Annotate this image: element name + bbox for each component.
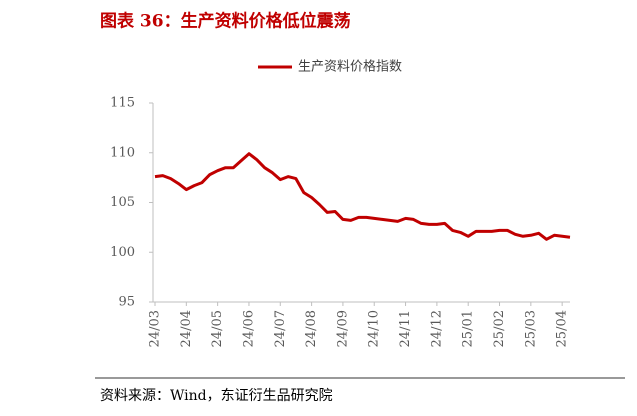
- y-tick-label: 100: [110, 245, 135, 260]
- x-tick-label: 25/04: [555, 310, 570, 347]
- source-note: 资料来源：Wind，东证衍生品研究院: [100, 388, 333, 404]
- x-tick-label: 24/05: [210, 310, 225, 347]
- y-tick-label: 95: [118, 295, 135, 310]
- y-tick-label: 115: [110, 96, 135, 111]
- y-tick-label: 105: [110, 195, 135, 210]
- x-tick-label: 25/01: [461, 310, 476, 347]
- x-tick-label: 25/03: [523, 310, 538, 347]
- legend-label: 生产资料价格指数: [298, 59, 402, 75]
- x-tick-label: 24/08: [304, 310, 319, 347]
- x-tick-label: 24/10: [367, 310, 382, 347]
- x-tick-label: 24/06: [241, 310, 256, 347]
- x-tick-label: 24/07: [273, 310, 288, 347]
- x-tick-label: 25/02: [492, 310, 507, 347]
- x-tick-label: 24/09: [335, 310, 350, 347]
- line-series: [154, 152, 571, 241]
- x-tick-label: 24/04: [179, 310, 194, 347]
- x-tick-label: 24/03: [148, 310, 163, 347]
- chart-title: 图表 36：生产资料价格低位震荡: [100, 11, 351, 32]
- x-tick-label: 24/11: [398, 310, 413, 347]
- x-tick-label: 24/12: [429, 310, 444, 347]
- y-tick-label: 110: [110, 145, 135, 160]
